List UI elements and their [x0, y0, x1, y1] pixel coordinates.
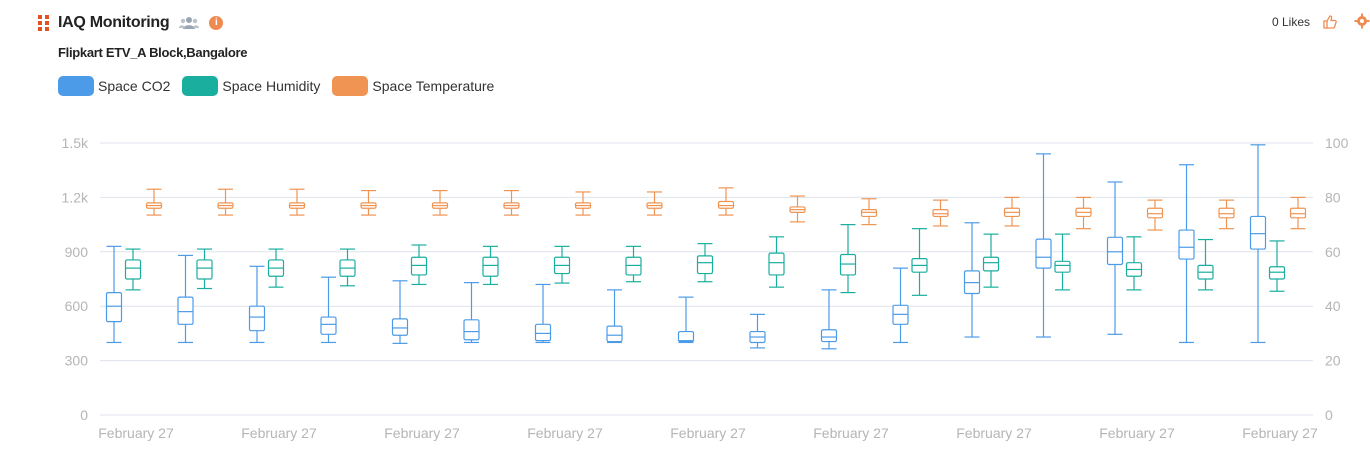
- box-body: [839, 253, 857, 276]
- box-body: [677, 330, 695, 343]
- box-body: [1178, 229, 1195, 260]
- box-body: [1289, 207, 1307, 219]
- legend-label-co2: Space CO2: [98, 78, 171, 94]
- box-body: [1035, 238, 1052, 269]
- y-left-tick-label: 1.5k: [62, 135, 89, 151]
- widget-header: IAQ Monitoring i: [38, 12, 224, 34]
- box-body: [625, 256, 642, 276]
- box-body: [768, 252, 785, 276]
- y-right-tick-label: 60: [1325, 244, 1341, 260]
- x-tick-label: February 27: [670, 425, 746, 441]
- box-body: [1249, 215, 1267, 250]
- legend-swatch-co2: [58, 76, 94, 96]
- x-tick-label: February 27: [813, 425, 889, 441]
- y-right-tick-label: 40: [1325, 298, 1341, 314]
- box-body: [463, 319, 480, 341]
- chart-legend: Space CO2 Space Humidity Space Temperatu…: [58, 76, 506, 96]
- box-body: [860, 209, 878, 218]
- x-tick-label: February 27: [956, 425, 1032, 441]
- x-tick-label: February 27: [527, 425, 603, 441]
- box-body: [717, 200, 735, 209]
- chart-subtitle: Flipkart ETV_A Block,Bangalore: [58, 45, 248, 60]
- box-body: [1146, 207, 1164, 219]
- box-body: [1106, 236, 1124, 266]
- legend-label-humidity: Space Humidity: [222, 78, 321, 94]
- box-body: [1054, 260, 1071, 273]
- grid-icon[interactable]: [38, 15, 50, 31]
- x-tick-label: February 27: [98, 425, 174, 441]
- box-body: [410, 256, 428, 276]
- y-left-tick-label: 300: [65, 353, 89, 369]
- legend-swatch-temperature: [332, 76, 369, 96]
- box-body: [1218, 207, 1235, 219]
- x-tick-label: February 27: [241, 425, 317, 441]
- box-body: [196, 259, 213, 280]
- thumbs-up-icon[interactable]: [1322, 14, 1338, 30]
- y-right-tick-label: 0: [1325, 407, 1333, 423]
- box-body: [124, 259, 142, 280]
- y-right-tick-label: 80: [1325, 189, 1341, 205]
- likes-count: 0 Likes: [1271, 15, 1310, 29]
- box-body: [820, 329, 838, 343]
- box-body: [696, 255, 714, 275]
- y-left-tick-label: 900: [65, 244, 89, 260]
- box-body: [982, 256, 1000, 272]
- x-tick-label: February 27: [1242, 425, 1318, 441]
- box-body: [606, 325, 623, 343]
- legend-label-temperature: Space Temperature: [372, 78, 495, 94]
- box-body: [105, 292, 123, 323]
- legend-item-humidity[interactable]: Space Humidity: [182, 76, 320, 96]
- box-body: [391, 318, 409, 336]
- gear-icon[interactable]: [1354, 13, 1370, 29]
- box-body: [177, 296, 194, 325]
- users-icon[interactable]: [179, 16, 200, 30]
- box-body: [320, 316, 337, 335]
- y-right-tick-label: 100: [1325, 135, 1349, 151]
- x-tick-label: February 27: [384, 425, 460, 441]
- y-right-tick-label: 20: [1325, 353, 1341, 369]
- legend-swatch-humidity: [182, 76, 219, 96]
- y-left-tick-label: 1.2k: [62, 189, 89, 205]
- box-body: [248, 305, 266, 332]
- info-icon[interactable]: i: [209, 16, 224, 30]
- y-left-tick-label: 600: [65, 298, 89, 314]
- y-left-tick-label: 0: [80, 407, 88, 423]
- page-title: IAQ Monitoring: [58, 14, 170, 31]
- legend-item-temperature[interactable]: Space Temperature: [332, 76, 494, 96]
- box-body: [534, 323, 552, 342]
- box-body: [932, 209, 949, 218]
- x-tick-label: February 27: [1099, 425, 1175, 441]
- box-body: [482, 256, 499, 277]
- legend-item-co2[interactable]: Space CO2: [58, 76, 170, 96]
- box-body: [1268, 266, 1286, 280]
